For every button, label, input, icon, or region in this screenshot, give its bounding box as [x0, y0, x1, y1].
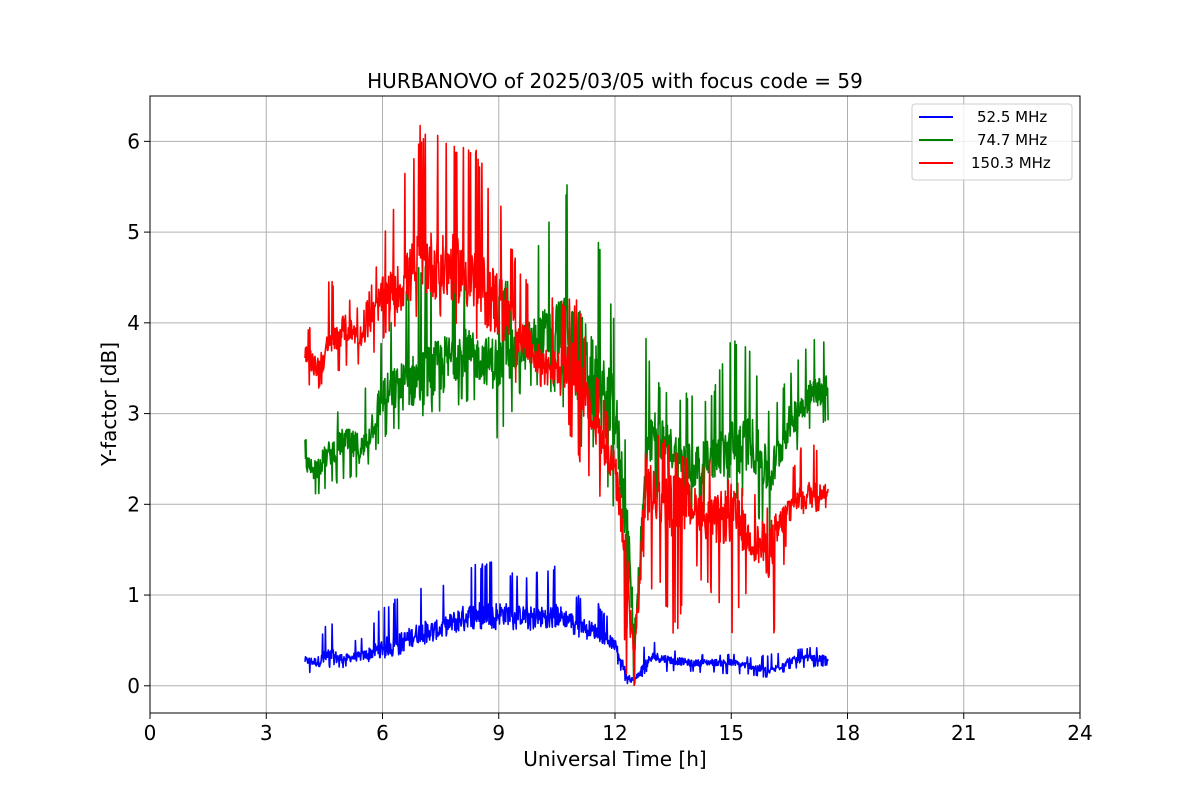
series-layer	[304, 124, 829, 687]
y-tick-label: 2	[127, 492, 140, 516]
y-axis-label: Y-factor [dB]	[97, 342, 121, 467]
y-tick-label: 4	[127, 311, 140, 335]
x-tick-label: 12	[602, 721, 627, 745]
x-tick-label: 3	[260, 721, 273, 745]
x-tick-label: 6	[376, 721, 389, 745]
legend-label-150-3-mhz: 150.3 MHz	[971, 154, 1051, 172]
chart-title: HURBANOVO of 2025/03/05 with focus code …	[367, 69, 863, 93]
legend-box	[911, 103, 1073, 181]
x-tick-label: 24	[1067, 721, 1092, 745]
y-tick-label: 6	[127, 129, 140, 153]
series-line-150-3-mhz	[304, 124, 829, 687]
x-axis-label: Universal Time [h]	[523, 747, 706, 771]
y-tick-label: 0	[127, 674, 140, 698]
y-tick-label: 5	[127, 220, 140, 244]
y-tick-label: 1	[127, 583, 140, 607]
x-tick-label: 15	[719, 721, 744, 745]
x-tick-label: 21	[951, 721, 976, 745]
y-tick-label: 3	[127, 402, 140, 426]
series-line-74-7-mhz	[304, 184, 829, 682]
x-tick-label: 0	[144, 721, 157, 745]
x-tick-label: 18	[835, 721, 860, 745]
x-tick-label: 9	[492, 721, 505, 745]
series-line-52-5-mhz	[304, 561, 829, 685]
x-axis: 0 3 6 9 12 15 18 21 24	[144, 713, 1093, 745]
legend: 52.5 MHz 74.7 MHz 150.3 MHz	[911, 103, 1073, 181]
legend-label-52-5-mhz: 52.5 MHz	[977, 108, 1047, 126]
legend-label-74-7-mhz: 74.7 MHz	[977, 131, 1047, 149]
y-axis: 0 1 2 3 4 5 6	[127, 129, 150, 698]
